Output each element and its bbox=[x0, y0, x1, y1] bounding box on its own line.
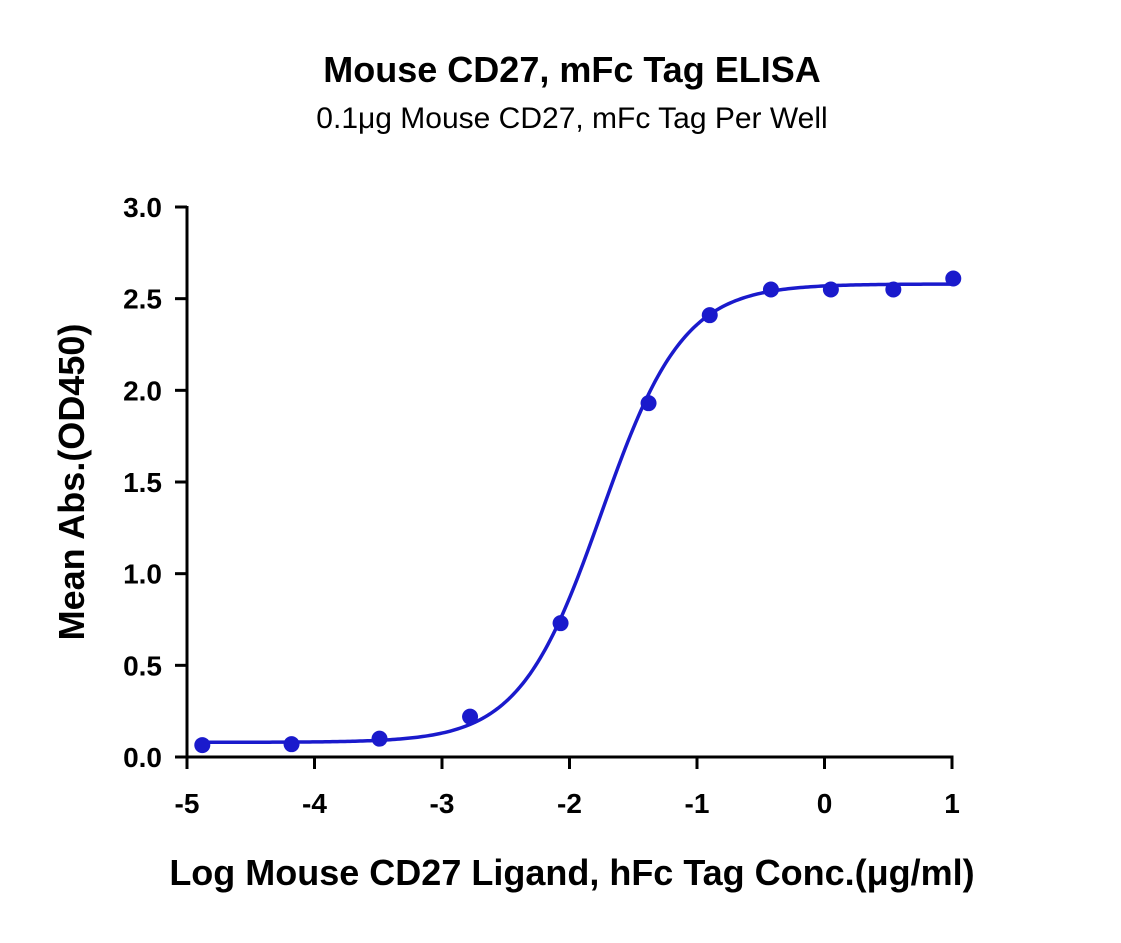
x-tick-label: -4 bbox=[302, 788, 327, 819]
y-tick-label: 0.0 bbox=[123, 742, 162, 773]
data-point bbox=[822, 281, 839, 298]
data-point bbox=[945, 270, 962, 287]
data-point bbox=[194, 737, 211, 754]
data-point bbox=[885, 281, 902, 298]
data-point bbox=[762, 281, 779, 298]
y-tick-label: 2.5 bbox=[123, 284, 162, 315]
y-tick-label: 1.5 bbox=[123, 467, 162, 498]
y-tick-label: 0.5 bbox=[123, 650, 162, 681]
data-point bbox=[552, 615, 569, 632]
x-tick-label: -2 bbox=[557, 788, 582, 819]
x-tick-label: -3 bbox=[430, 788, 455, 819]
points-layer bbox=[194, 270, 962, 754]
curve-layer bbox=[202, 282, 954, 745]
chart-title: Mouse CD27, mFc Tag ELISA bbox=[323, 49, 820, 90]
y-tick-label: 3.0 bbox=[123, 192, 162, 223]
data-point bbox=[640, 395, 657, 412]
fit-curve bbox=[202, 282, 954, 745]
x-tick-label: -1 bbox=[685, 788, 710, 819]
x-axis-label: Log Mouse CD27 Ligand, hFc Tag Conc.(μg/… bbox=[169, 852, 974, 893]
x-tick-label: 0 bbox=[817, 788, 833, 819]
axes: 0.0 0.5 1.0 1.5 2.0 2.5 3.0 -5 -4 -3 -2 -1 0 1 bbox=[123, 192, 960, 819]
x-tick-label: 1 bbox=[944, 788, 960, 819]
y-tick-label: 2.0 bbox=[123, 375, 162, 406]
data-point bbox=[462, 708, 479, 725]
y-axis-label: Mean Abs.(OD450) bbox=[51, 324, 92, 641]
data-point bbox=[283, 736, 300, 753]
x-tick-label: -5 bbox=[175, 788, 200, 819]
data-point bbox=[701, 307, 718, 324]
data-point bbox=[371, 730, 388, 747]
chart-subtitle: 0.1μg Mouse CD27, mFc Tag Per Well bbox=[316, 102, 827, 135]
y-tick-label: 1.0 bbox=[123, 559, 162, 590]
